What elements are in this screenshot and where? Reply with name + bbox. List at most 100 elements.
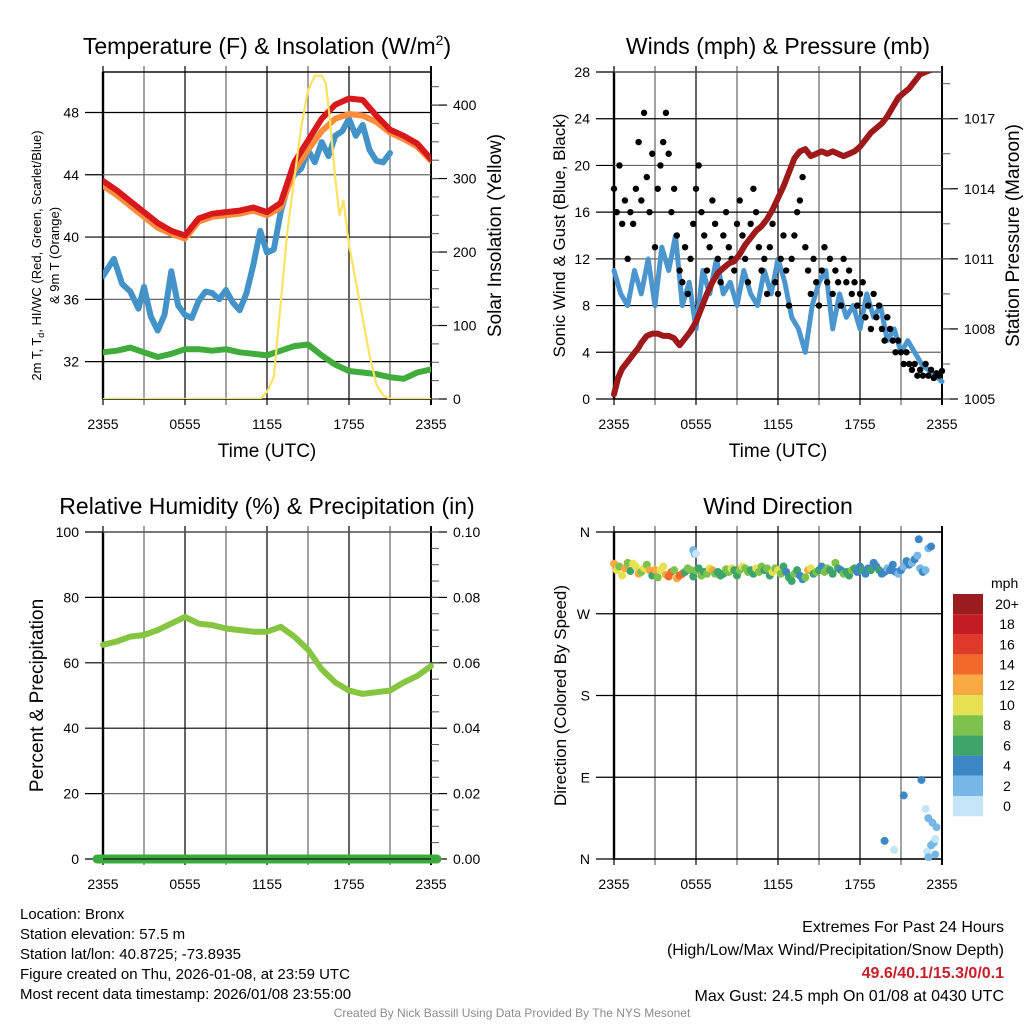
gust-point <box>684 290 691 298</box>
gust-point <box>927 366 935 374</box>
rh-xtick-label: 0555 <box>169 876 200 892</box>
speed-legend: mph 20+ 18 16 14 12 10 8 6 4 2 0 <box>953 575 1019 817</box>
location-text: Location: Bronx <box>20 906 125 923</box>
gust-point <box>635 138 642 146</box>
wind-direction-point <box>914 535 923 544</box>
wind-ytick-label: 20 <box>574 157 590 173</box>
gust-point <box>703 267 711 274</box>
speed-legend-label: 10 <box>999 697 1015 713</box>
wind-direction-point <box>686 566 695 575</box>
rh-title: Relative Humidity (%) & Precipitation (i… <box>59 493 474 519</box>
gust-point <box>908 366 916 374</box>
gust-point <box>873 314 880 321</box>
gust-point <box>646 208 653 216</box>
dir-xtick-label: 1755 <box>844 876 875 892</box>
speed-legend-swatch <box>953 674 983 695</box>
gust-point <box>895 337 902 344</box>
temp-ylabel-right: Solar Insolation (Yellow) <box>485 134 506 337</box>
dir-ytick-label: S <box>581 688 590 704</box>
gust-point <box>936 372 943 379</box>
gust-point <box>919 372 927 379</box>
gust-point <box>925 372 932 379</box>
temp-ylabel: 2m T, Td, HI/WC (Red, Green, Scarlet/Blu… <box>29 130 46 380</box>
gust-point <box>668 208 675 216</box>
wind-direction-point <box>651 566 659 575</box>
dir-ytick-label: N <box>580 524 590 540</box>
temp-ytick-label: 48 <box>63 104 79 120</box>
extremes-info: Extremes For Past 24 Hours (High/Low/Max… <box>667 916 1004 1008</box>
rh-ytick-right-label: 0.04 <box>453 720 480 736</box>
rh-ytick-label: 20 <box>63 786 79 802</box>
relative-humidity-line <box>100 614 434 697</box>
gust-point <box>629 220 637 228</box>
gust-point <box>739 232 746 239</box>
gust-point <box>643 173 650 181</box>
temp-ytick-right-label: 400 <box>453 97 477 113</box>
gust-point <box>766 243 773 251</box>
speed-legend-swatch <box>953 654 983 675</box>
gust-point <box>621 197 629 204</box>
gust-point <box>916 366 924 374</box>
gust-point <box>681 243 689 251</box>
dir-panel: 2355 0555 1155 1755 2355 N E S W N Wind Direction D… <box>551 493 1019 892</box>
gust-point <box>922 360 929 368</box>
gust-point <box>772 279 779 286</box>
gust-point <box>742 255 749 263</box>
speed-legend-label: 20+ <box>995 596 1019 612</box>
dir-ytick-label: E <box>581 769 590 785</box>
wind-direction-point <box>692 549 700 558</box>
gust-point <box>619 220 626 228</box>
speed-legend-label: 6 <box>1003 737 1011 753</box>
speed-legend-swatch <box>953 796 983 817</box>
gust-point <box>889 337 896 344</box>
extremes-fields: (High/Low/Max Wind/Precipitation/Snow De… <box>666 942 1004 959</box>
dir-xtick-label: 0555 <box>680 876 711 892</box>
temp-ytick-label: 32 <box>63 354 79 370</box>
speed-legend-title: mph <box>991 575 1018 591</box>
max-gust-text: Max Gust: 24.5 mph On 01/08 at 0430 UTC <box>694 988 1005 1005</box>
wind-ytick-label: 4 <box>582 344 590 360</box>
wind-direction-point <box>828 569 837 578</box>
wind-direction-point <box>801 573 810 582</box>
gust-point <box>627 208 634 216</box>
wind-ylabel: Sonic Wind & Gust (Blue, Black) <box>550 114 569 358</box>
wind-direction-point <box>689 572 698 581</box>
wind-xtick-label: 0555 <box>680 416 711 432</box>
gust-point <box>679 279 686 286</box>
gust-point <box>914 372 921 379</box>
gust-point <box>881 337 888 344</box>
gust-point <box>638 197 645 204</box>
rh-ytick-label: 60 <box>63 655 79 671</box>
wind-xtick-label: 1755 <box>844 416 875 432</box>
speed-legend-label: 8 <box>1003 717 1011 733</box>
gust-point <box>722 208 730 216</box>
wind-direction-point <box>924 853 933 862</box>
gust-point <box>802 243 809 251</box>
wind-direction-point <box>927 841 936 850</box>
rh-ytick-label: 80 <box>63 589 79 605</box>
gust-point <box>804 267 812 274</box>
wind-direction-point <box>618 571 627 580</box>
wind-direction-point <box>890 845 899 854</box>
gust-point <box>791 232 798 239</box>
gust-point <box>660 138 667 146</box>
rh-ytick-right-label: 0.10 <box>453 524 480 540</box>
speed-legend-swatch <box>953 755 983 776</box>
speed-legend-swatch <box>953 695 983 716</box>
temp-ytick-right-label: 200 <box>453 244 477 260</box>
gust-point <box>755 243 763 251</box>
rh-ytick-label: 40 <box>63 720 79 736</box>
gust-point <box>886 325 894 333</box>
gust-point <box>829 290 836 298</box>
gust-point <box>690 220 697 228</box>
gust-point <box>892 349 899 356</box>
rh-panel: 2355 0555 1155 1755 2355 0 20 40 60 80 100 0.00 0.02… <box>27 493 480 892</box>
wind-ytick-right-label: 1008 <box>964 321 995 337</box>
dir-xtick-label: 1155 <box>763 876 793 892</box>
wind-direction-point <box>917 775 926 784</box>
temp-ytick-label: 44 <box>63 167 79 183</box>
temp-xtick-label: 2355 <box>415 416 446 432</box>
speed-legend-label: 4 <box>1003 758 1011 774</box>
gust-point <box>761 255 768 263</box>
wind-panel: 2355 0555 1155 1755 2355 0 4 8 12 16 20 24 28 1005 100… <box>550 33 1024 462</box>
